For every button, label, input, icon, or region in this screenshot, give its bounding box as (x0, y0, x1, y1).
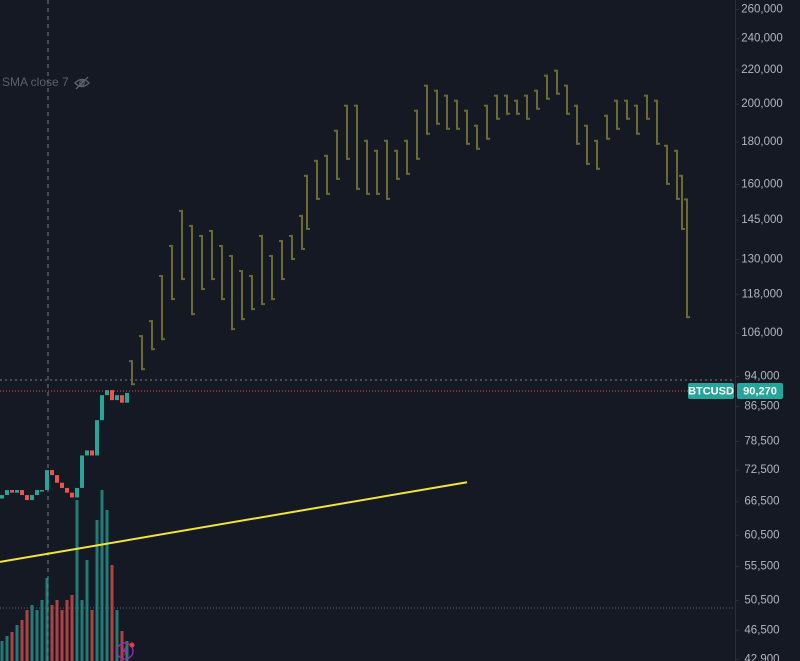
volume-bar (30, 605, 34, 661)
y-tick-label: 145,000 (741, 214, 783, 226)
candle-body (125, 392, 129, 403)
volume-bar (65, 600, 69, 661)
y-tick-label: 78,500 (744, 435, 779, 447)
volume-bar (75, 500, 79, 661)
candle-body (0, 495, 4, 499)
candle-body (105, 390, 109, 396)
candle-body (115, 395, 119, 401)
candle-body (5, 490, 9, 496)
candle-body (65, 487, 69, 493)
candle-body (35, 490, 39, 496)
y-tick-label: 42,900 (744, 653, 779, 661)
candle-body (10, 490, 14, 493)
y-tick-label: 220,000 (741, 64, 783, 76)
volume-bar (45, 578, 49, 661)
volume-bar (100, 490, 104, 661)
volume-bar (110, 565, 114, 661)
candle-body (100, 395, 104, 421)
candle-body (45, 470, 49, 491)
candle-body (120, 395, 124, 403)
candle-body (25, 495, 29, 501)
y-tick-label: 118,000 (742, 288, 783, 300)
volume-bar (90, 610, 94, 661)
volume-bar (40, 600, 44, 661)
y-tick-label: 86,500 (744, 400, 779, 412)
symbol-tag (688, 383, 734, 400)
volume-bar (25, 610, 29, 661)
candle-body (90, 450, 94, 456)
candle-body (50, 470, 54, 476)
y-tick-label: 72,500 (744, 464, 779, 476)
price-tag (737, 383, 783, 400)
y-tick-label: 60,500 (744, 529, 779, 541)
y-tick-label: 46,500 (744, 624, 779, 636)
candle-body (20, 490, 24, 496)
volume-bar (0, 641, 4, 661)
candle-body (70, 492, 74, 498)
candle-body (85, 450, 89, 456)
volume-bar (5, 636, 9, 661)
y-tick-label: 130,000 (741, 254, 783, 266)
candle-body (55, 475, 59, 483)
price-tag-label: 90,270 (743, 385, 777, 397)
volume-bar (95, 520, 99, 661)
candle-body (40, 490, 44, 492)
indicator-label: SMA close 7 (2, 75, 69, 89)
volume-bar (60, 610, 64, 661)
volume-bar (50, 605, 54, 661)
volume-bar (10, 632, 14, 661)
candle-body (110, 390, 114, 401)
volume-bar (85, 560, 89, 661)
y-tick-label: 200,000 (741, 98, 783, 110)
candle-body (80, 455, 84, 488)
candle-body (30, 495, 34, 501)
y-tick-label: 66,500 (744, 495, 779, 507)
candle-body (60, 482, 64, 488)
y-tick-label: 106,000 (741, 327, 783, 339)
candle-body (95, 420, 99, 456)
symbol-tag-label: BTCUSD (688, 385, 734, 397)
plot-area (0, 69, 690, 661)
y-tick-label: 94,000 (744, 370, 779, 382)
volume-bar (105, 510, 109, 661)
volume-bar (35, 610, 39, 661)
candle-body (15, 490, 19, 493)
volume-bar (115, 610, 119, 661)
volume-bar (15, 625, 19, 661)
volume-bar (55, 600, 59, 661)
volume-bar (20, 620, 24, 661)
y-tick-label: 180,000 (741, 136, 783, 148)
volume-bar (120, 631, 124, 661)
volume-bar (80, 600, 84, 661)
y-tick-label: 50,500 (744, 595, 779, 607)
y-tick-label: 55,500 (744, 560, 779, 572)
y-tick-label: 260,000 (741, 4, 783, 16)
visibility-icon[interactable] (74, 76, 90, 90)
y-tick-label: 160,000 (741, 179, 783, 191)
trendline (0, 481, 468, 563)
candle-body (75, 487, 79, 498)
volume-bar (70, 595, 74, 661)
alert-icon[interactable] (116, 642, 135, 660)
y-tick-label: 240,000 (741, 32, 783, 44)
